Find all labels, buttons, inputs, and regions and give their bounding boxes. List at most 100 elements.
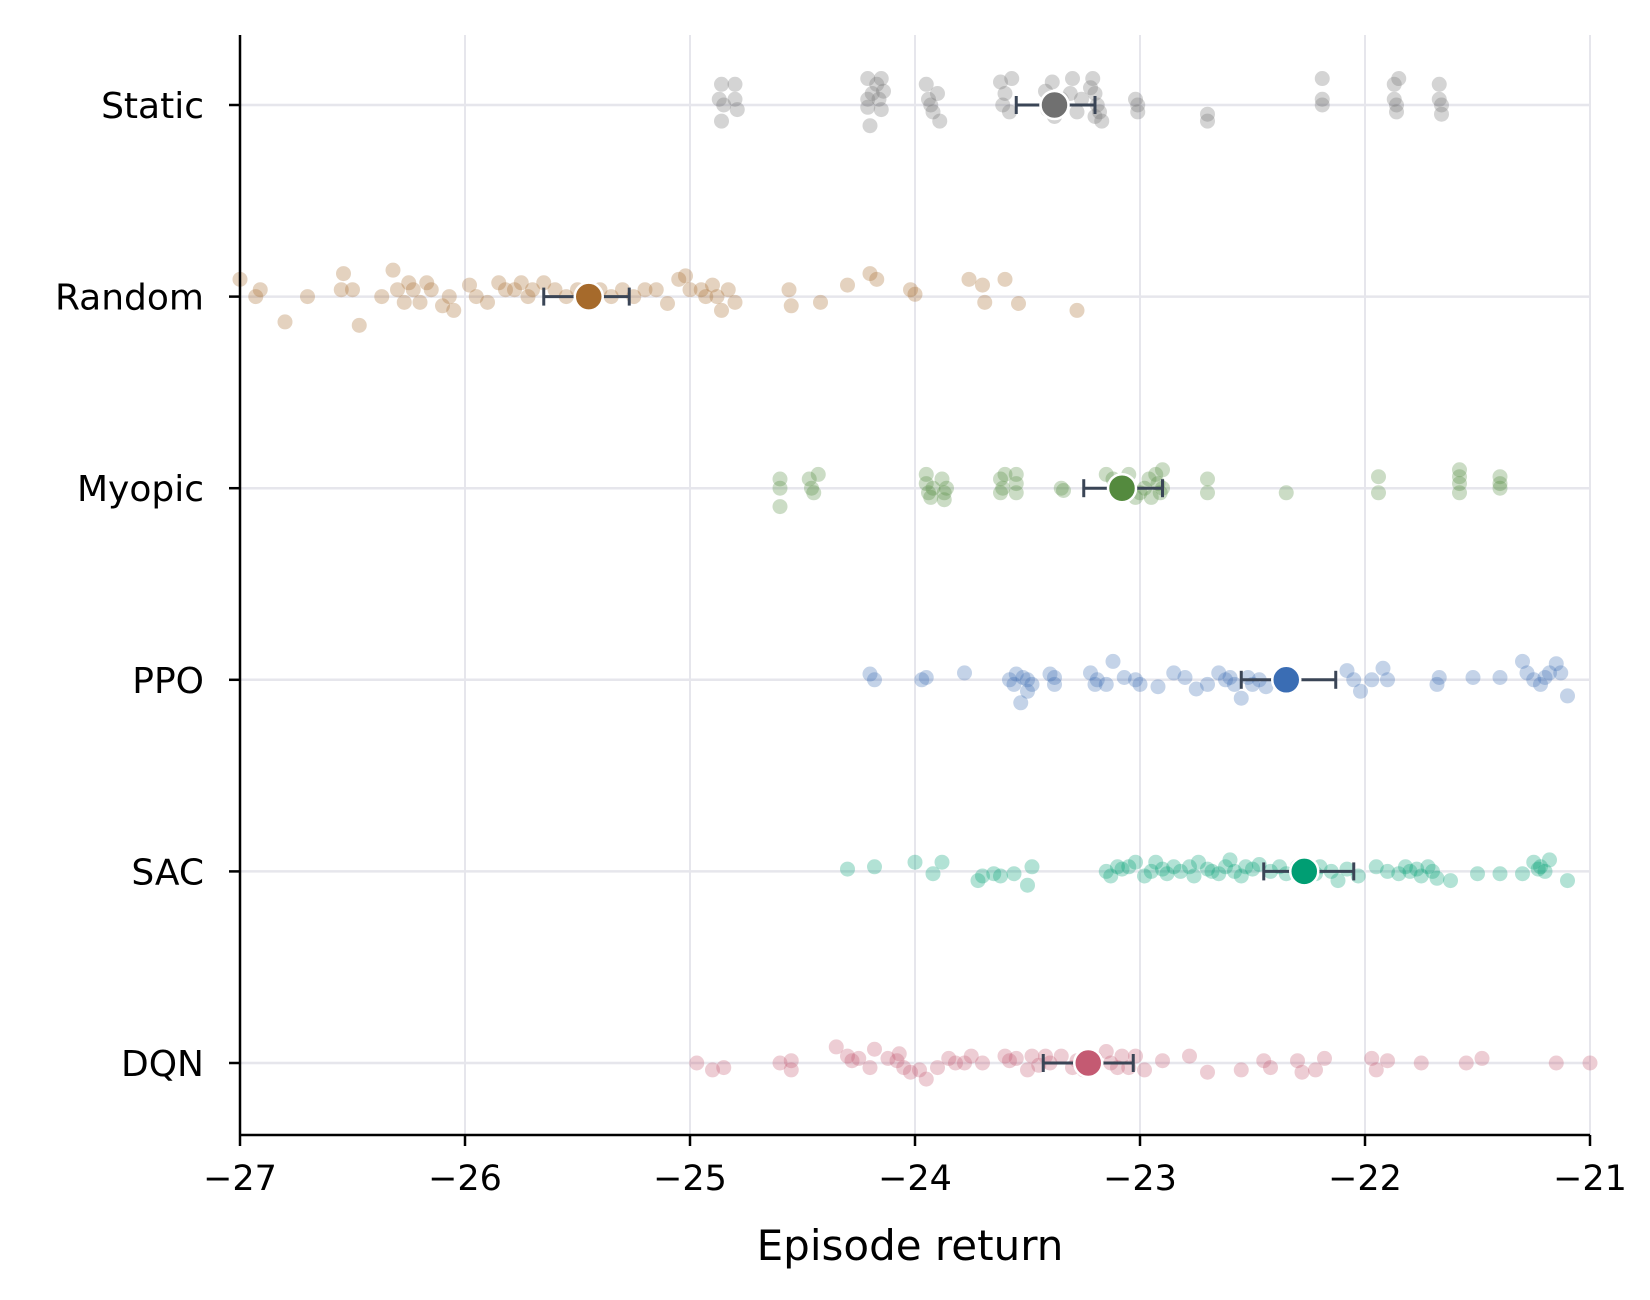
data-point [1452, 462, 1467, 478]
data-point [498, 282, 513, 298]
data-point [716, 97, 732, 113]
data-point [869, 271, 885, 287]
data-point [716, 1060, 732, 1076]
data-point [1083, 665, 1098, 681]
x-tick-label: −21 [1553, 1159, 1627, 1199]
data-point [1353, 683, 1368, 699]
data-point [1065, 71, 1080, 87]
data-point [941, 1050, 957, 1066]
data-point [1233, 868, 1249, 884]
data-point [903, 282, 918, 298]
data-point [1150, 679, 1166, 695]
data-point [1386, 91, 1402, 107]
data-point [918, 466, 934, 482]
data-point [648, 282, 664, 298]
data-point [385, 262, 401, 278]
data-point [1177, 670, 1193, 685]
data-point [995, 480, 1011, 496]
data-point [851, 1050, 867, 1066]
y-tick-label: DQN [121, 1044, 204, 1085]
data-point [1137, 1062, 1152, 1078]
data-point [401, 275, 417, 291]
data-point [1200, 471, 1215, 487]
data-point [1130, 104, 1146, 120]
data-point [480, 294, 495, 310]
axes [229, 35, 1592, 1146]
data-point [1121, 859, 1137, 875]
y-tick-label: Random [55, 278, 204, 319]
data-point [615, 282, 630, 298]
data-point [860, 71, 876, 87]
data-point [1128, 672, 1143, 688]
data-point [720, 282, 736, 298]
data-point [491, 275, 507, 291]
data-point [277, 314, 293, 330]
data-point [1047, 670, 1062, 685]
data-point [810, 466, 826, 482]
data-point [396, 294, 412, 310]
data-point [1218, 672, 1233, 688]
data-point [923, 489, 939, 505]
data-point [936, 485, 952, 501]
data-point [252, 282, 268, 298]
data-point [1492, 469, 1508, 485]
data-point [1364, 672, 1380, 688]
mean-marker [1271, 664, 1302, 696]
y-tick-label: Static [101, 86, 204, 127]
data-point [1560, 688, 1575, 704]
data-point [462, 277, 477, 293]
data-point [1128, 854, 1143, 870]
data-point [507, 282, 522, 298]
data-point [1533, 676, 1548, 692]
data-point [1314, 71, 1330, 87]
data-point [1548, 1055, 1564, 1071]
data-point [903, 1064, 918, 1080]
data-point [1402, 863, 1418, 879]
data-point [918, 476, 934, 492]
data-point [873, 71, 889, 87]
data-point [1103, 868, 1119, 884]
data-point [1492, 480, 1508, 496]
data-point [1317, 1050, 1332, 1066]
data-point [921, 91, 936, 107]
data-point [860, 99, 876, 115]
y-tick-label: SAC [131, 852, 204, 893]
data-point [1110, 859, 1125, 875]
data-point [1371, 485, 1386, 501]
mean-marker [1289, 856, 1320, 887]
data-point [923, 97, 939, 113]
data-point [1200, 106, 1215, 122]
x-tick-label: −25 [653, 1159, 727, 1199]
data-point [1391, 71, 1407, 87]
x-tick-label: −24 [878, 1159, 952, 1199]
data-point [1222, 670, 1238, 685]
grid-lines [239, 35, 1591, 1135]
data-point [711, 91, 727, 107]
data-point [781, 282, 797, 298]
data-point [336, 266, 351, 282]
data-point [804, 480, 819, 496]
data-point [1548, 656, 1564, 672]
y-tick-label: Myopic [77, 469, 204, 510]
data-point [678, 268, 693, 284]
data-point [977, 294, 993, 310]
data-point [1008, 485, 1024, 501]
data-point [705, 1062, 720, 1078]
mean-markers [542, 89, 1356, 1079]
data-point [1098, 1044, 1114, 1059]
data-point [423, 282, 439, 298]
data-point [1114, 1048, 1130, 1064]
data-point [1380, 863, 1395, 879]
data-point [1389, 97, 1404, 113]
data-point [705, 277, 720, 293]
data-point [1200, 1064, 1215, 1080]
data-point [1200, 676, 1215, 692]
data-point [390, 282, 405, 298]
data-point [1020, 683, 1035, 699]
data-point [1116, 670, 1132, 685]
data-point [1431, 670, 1447, 685]
data-point [1364, 1050, 1380, 1066]
mean-marker [1039, 89, 1070, 121]
data-point [939, 480, 954, 496]
x-tick-label: −27 [203, 1159, 277, 1199]
